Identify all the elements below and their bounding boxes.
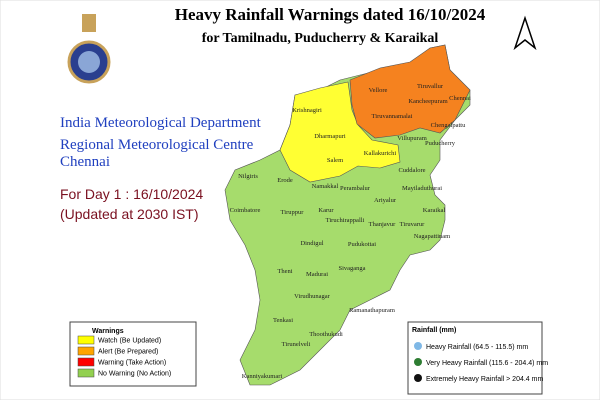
district-label: Kanniyakumari (242, 373, 283, 380)
district-label: Tirunelveli (282, 341, 311, 348)
forecast-day: For Day 1 : 16/10/2024 (60, 186, 203, 202)
district-label: Chengalpattu (431, 122, 466, 129)
district-label: Puducherry (425, 140, 456, 147)
legend-swatch (77, 346, 95, 356)
rainfall-items: Heavy Rainfall (64.5 - 115.5) mm Very Hea… (414, 342, 548, 383)
org-line: Chennai (60, 154, 110, 170)
district-label: Tiruchirappalli (326, 217, 365, 224)
forecast-updated: (Updated at 2030 IST) (60, 206, 199, 222)
legend-swatch (77, 357, 95, 367)
legend-label: Extremely Heavy Rainfall > 204.4 mm (426, 376, 543, 383)
alert-zone (349, 44, 471, 139)
district-label: Chennai (449, 95, 471, 102)
district-labels: Tiruvallur Chennai Vellore Kancheepuram Chen… (230, 83, 471, 380)
emblem-inner (78, 51, 100, 73)
district-label: Thoothukudi (309, 331, 343, 338)
district-label: Tiruvannamalai (372, 113, 413, 120)
district-label: Kancheepuram (408, 98, 447, 105)
legend-label: Alert (Be Prepared) (98, 349, 158, 356)
district-label: Tenkasi (273, 317, 293, 324)
district-label: Kallakurichi (364, 150, 397, 157)
district-label: Karur (318, 207, 334, 214)
org-line: India Meteorological Department (60, 115, 262, 131)
north-arrow (513, 15, 537, 51)
district-label: Nagapattinam (414, 233, 450, 240)
district-label: Dindigul (300, 240, 323, 247)
district-label: Salem (327, 157, 343, 164)
district-label: Villupuram (397, 135, 427, 142)
district-label: Namakkal (312, 183, 339, 190)
district-label: Mayiladuthurai (402, 185, 442, 192)
legend-swatch (77, 368, 95, 378)
district-label: Thanjavur (369, 221, 397, 228)
district-label: Coimbatore (230, 207, 261, 214)
org-line: Regional Meteorological Centre (60, 137, 254, 153)
warnings-title: Warnings (92, 328, 124, 335)
district-label: Tiruvarur (400, 221, 426, 228)
district-label: Pudukottai (348, 241, 376, 248)
district-label: Tiruvallur (417, 83, 444, 90)
district-label: Ariyalur (374, 197, 397, 204)
district-label: Dharmapuri (314, 133, 346, 140)
legend-label: Very Heavy Rainfall (115.6 - 204.4) mm (426, 360, 548, 367)
district-label: Tiruppur (281, 209, 305, 216)
warnings-items: Watch (Be Updated) Alert (Be Prepared) War… (77, 335, 171, 378)
legend-label: Heavy Rainfall (64.5 - 115.5) mm (426, 344, 528, 351)
rain-icon (414, 358, 422, 366)
rain-icon (414, 374, 422, 382)
rain-icon (414, 342, 422, 350)
district-label: Virudhunagar (294, 293, 331, 300)
emblem (67, 14, 111, 84)
district-label: Theni (277, 268, 292, 275)
legend-label: Warning (Take Action) (98, 360, 166, 367)
watch-zone (279, 81, 401, 183)
legend-label: Watch (Be Updated) (98, 338, 161, 345)
emblem-top (82, 14, 96, 32)
district-label: Karaikal (423, 207, 446, 214)
district-label: Cuddalore (398, 167, 425, 174)
rainfall-title: Rainfall (mm) (412, 327, 456, 334)
rainfall-legend (407, 321, 543, 395)
subtitle: for Tamilnadu, Puducherry & Karaikal (202, 31, 439, 46)
legend-swatch (77, 335, 95, 345)
district-label: Ramanathapuram (349, 307, 395, 314)
district-label: Sivaganga (338, 265, 365, 272)
district-label: Perambalur (340, 185, 371, 192)
district-label: Krishnagiri (292, 107, 322, 114)
district-label: Madurai (306, 271, 328, 278)
legend-label: No Warning (No Action) (98, 371, 171, 378)
title: Heavy Rainfall Warnings dated 16/10/2024 (175, 5, 486, 24)
district-label: Nilgiris (238, 173, 258, 180)
district-label: Vellore (369, 87, 388, 94)
district-label: Erode (277, 177, 293, 184)
